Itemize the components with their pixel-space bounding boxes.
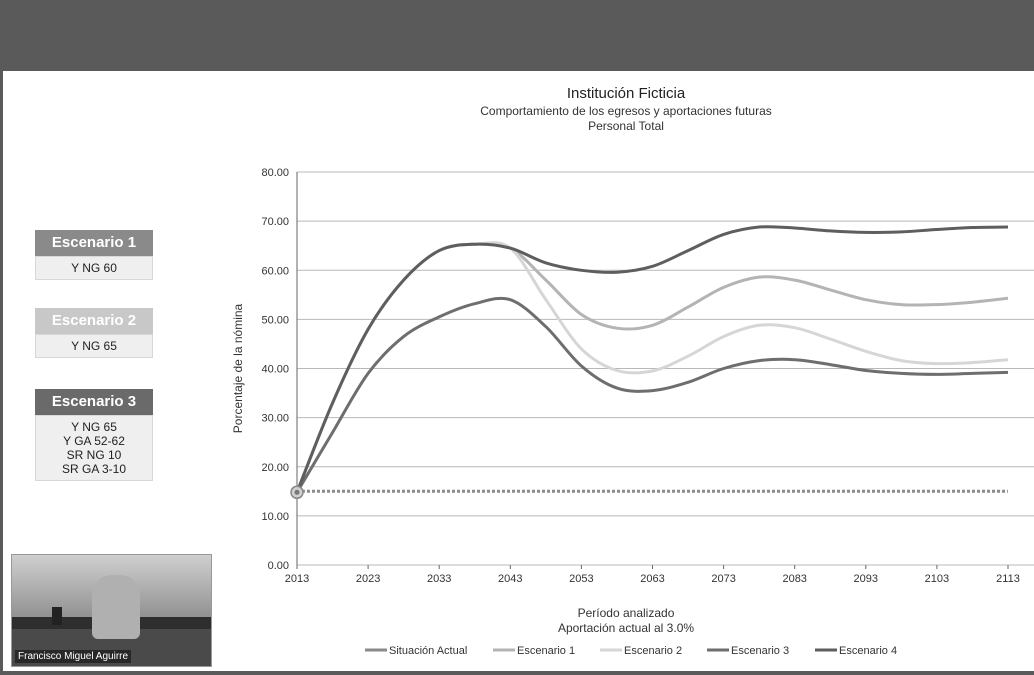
scenario-line: Y GA 52-62 [63, 434, 125, 448]
x-tick-label: 2083 [782, 573, 806, 585]
x-axis-title: Período analizado [578, 606, 675, 620]
series-line-4 [295, 225, 1009, 493]
chart-subtitle-secondary: Personal Total [588, 119, 664, 133]
legend-label: Situación Actual [389, 645, 467, 657]
participant-name: Francisco Miguel Aguirre [15, 650, 132, 663]
video-lamp [52, 607, 62, 625]
y-tick-label: 0.00 [268, 560, 289, 572]
y-tick-label: 30.00 [261, 413, 289, 425]
scenario-line: SR GA 3-10 [61, 462, 127, 476]
scenario-line: Y NG 65 [71, 339, 117, 353]
x-tick-label: 2103 [925, 573, 949, 585]
legend-label: Escenario 1 [517, 645, 575, 657]
scenario-body: Y NG 60 [35, 256, 153, 280]
y-axis-title: Porcentaje de la nómina [231, 303, 245, 433]
y-tick-label: 50.00 [261, 314, 289, 326]
x-tick-label: 2013 [285, 573, 309, 585]
scenario-line: SR NG 10 [66, 448, 122, 462]
x-tick-label: 2053 [569, 573, 593, 585]
x-tick-label: 2023 [356, 573, 380, 585]
start-point-core [294, 489, 300, 495]
scenario-body: Y NG 65 Y GA 52-62 SR NG 10 SR GA 3-10 [35, 415, 153, 481]
y-tick-label: 70.00 [261, 216, 289, 228]
scenario-box-2: Escenario 2 Y NG 65 [35, 308, 153, 358]
scenario-box-1: Escenario 1 Y NG 60 [35, 230, 153, 280]
video-thumbnail[interactable]: Francisco Miguel Aguirre [11, 554, 212, 667]
scenario-title: Escenario 3 [35, 389, 153, 415]
y-tick-label: 60.00 [261, 265, 289, 277]
scenario-line: Y NG 65 [71, 420, 117, 434]
scenario-title: Escenario 1 [35, 230, 153, 256]
x-axis-subtitle: Aportación actual al 3.0% [558, 621, 694, 635]
x-tick-label: 2033 [427, 573, 451, 585]
frame-left [0, 71, 3, 675]
x-tick-label: 2093 [854, 573, 878, 585]
legend-label: Escenario 3 [731, 645, 789, 657]
chart-title: Institución Ficticia [566, 85, 686, 102]
video-participant [92, 575, 140, 639]
frame-bottom [0, 671, 1034, 675]
y-tick-label: 10.00 [261, 511, 289, 523]
x-tick-label: 2113 [996, 573, 1020, 585]
y-tick-label: 40.00 [261, 364, 289, 376]
legend-label: Escenario 4 [839, 645, 897, 657]
scenario-title: Escenario 2 [35, 308, 153, 334]
chart-subtitle: Comportamiento de los egresos y aportaci… [480, 104, 772, 118]
top-bar [0, 0, 1034, 71]
x-tick-label: 2073 [711, 573, 735, 585]
y-tick-label: 80.00 [261, 167, 289, 179]
x-tick-label: 2063 [640, 573, 664, 585]
scenario-body: Y NG 65 [35, 334, 153, 358]
scenario-line: Y NG 60 [71, 261, 117, 275]
x-tick-label: 2043 [498, 573, 522, 585]
series-line-3 [295, 296, 1009, 494]
y-tick-label: 20.00 [261, 462, 289, 474]
legend-label: Escenario 2 [624, 645, 682, 657]
